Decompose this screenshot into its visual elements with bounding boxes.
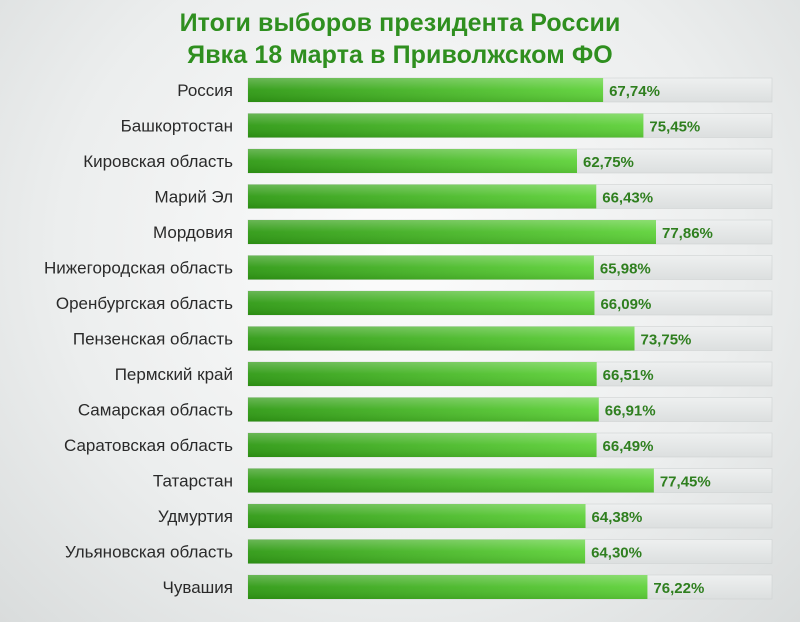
category-label: Башкортостан <box>121 117 233 136</box>
bar-row: Пермский край 66,51% <box>115 361 773 387</box>
category-label: Оренбургская область <box>56 294 233 313</box>
value-label: 65,98% <box>600 261 651 278</box>
category-label: Саратовская область <box>64 436 233 455</box>
bar-shine <box>248 397 599 422</box>
bar-shine <box>248 539 586 564</box>
value-label: 66,09% <box>600 296 651 313</box>
category-label: Марий Эл <box>154 188 233 207</box>
bar-shine <box>248 575 648 599</box>
bar-shine <box>248 184 597 209</box>
bar-row: Башкортостан 75,45% <box>121 113 773 138</box>
value-label: 77,45% <box>660 474 711 491</box>
bar-row: Кировская область 62,75% <box>83 148 773 174</box>
category-label: Пермский край <box>115 365 233 384</box>
value-label: 64,30% <box>591 545 642 562</box>
category-label: Удмуртия <box>158 507 233 526</box>
category-label: Ульяновская область <box>65 543 233 562</box>
value-label: 64,38% <box>592 509 643 526</box>
bar-shine <box>248 433 597 457</box>
bar-shine <box>248 291 595 315</box>
category-label: Пензенская область <box>73 330 233 349</box>
bar-row: Мордовия 77,86% <box>153 219 773 245</box>
category-label: Самарская область <box>78 401 233 420</box>
bar-shine <box>248 78 604 102</box>
bar-row: Ульяновская область 64,30% <box>65 539 773 564</box>
bar-row: Россия 67,74% <box>177 77 773 103</box>
value-label: 66,49% <box>603 438 654 455</box>
chart-title: Итоги выборов президента России <box>179 9 621 37</box>
bar-shine <box>248 504 586 528</box>
value-label: 76,22% <box>653 580 704 597</box>
category-label: Нижегородская область <box>44 259 233 278</box>
value-label: 66,51% <box>603 367 654 384</box>
bar-row: Оренбургская область 66,09% <box>56 290 773 316</box>
bar-shine <box>248 468 654 493</box>
bar-shine <box>248 149 577 173</box>
bar-row: Пензенская область 73,75% <box>73 326 773 351</box>
bar-row: Чувашия 76,22% <box>163 574 773 600</box>
category-label: Татарстан <box>153 472 233 491</box>
bar-shine <box>248 220 656 244</box>
value-label: 67,74% <box>609 83 660 100</box>
value-label: 77,86% <box>662 225 713 242</box>
value-label: 62,75% <box>583 154 634 171</box>
bar-shine <box>248 113 644 138</box>
bar-shine <box>248 326 635 351</box>
category-label: Россия <box>177 81 233 100</box>
bar-shine <box>248 255 594 280</box>
value-label: 66,43% <box>602 190 653 207</box>
bar-row: Марий Эл 66,43% <box>154 184 773 209</box>
bar-row: Нижегородская область 65,98% <box>44 255 773 280</box>
value-label: 66,91% <box>605 403 656 420</box>
bar-row: Саратовская область 66,49% <box>64 432 773 458</box>
bar-row: Татарстан 77,45% <box>153 468 773 493</box>
category-label: Мордовия <box>153 223 233 242</box>
bar-shine <box>248 362 597 386</box>
value-label: 75,45% <box>649 119 700 136</box>
bar-row: Самарская область 66,91% <box>78 397 773 422</box>
chart-subtitle: Явка 18 марта в Приволжском ФО <box>187 41 613 69</box>
category-label: Кировская область <box>83 152 233 171</box>
category-label: Чувашия <box>163 578 233 597</box>
value-label: 73,75% <box>641 332 692 349</box>
bar-row: Удмуртия 64,38% <box>158 503 773 529</box>
